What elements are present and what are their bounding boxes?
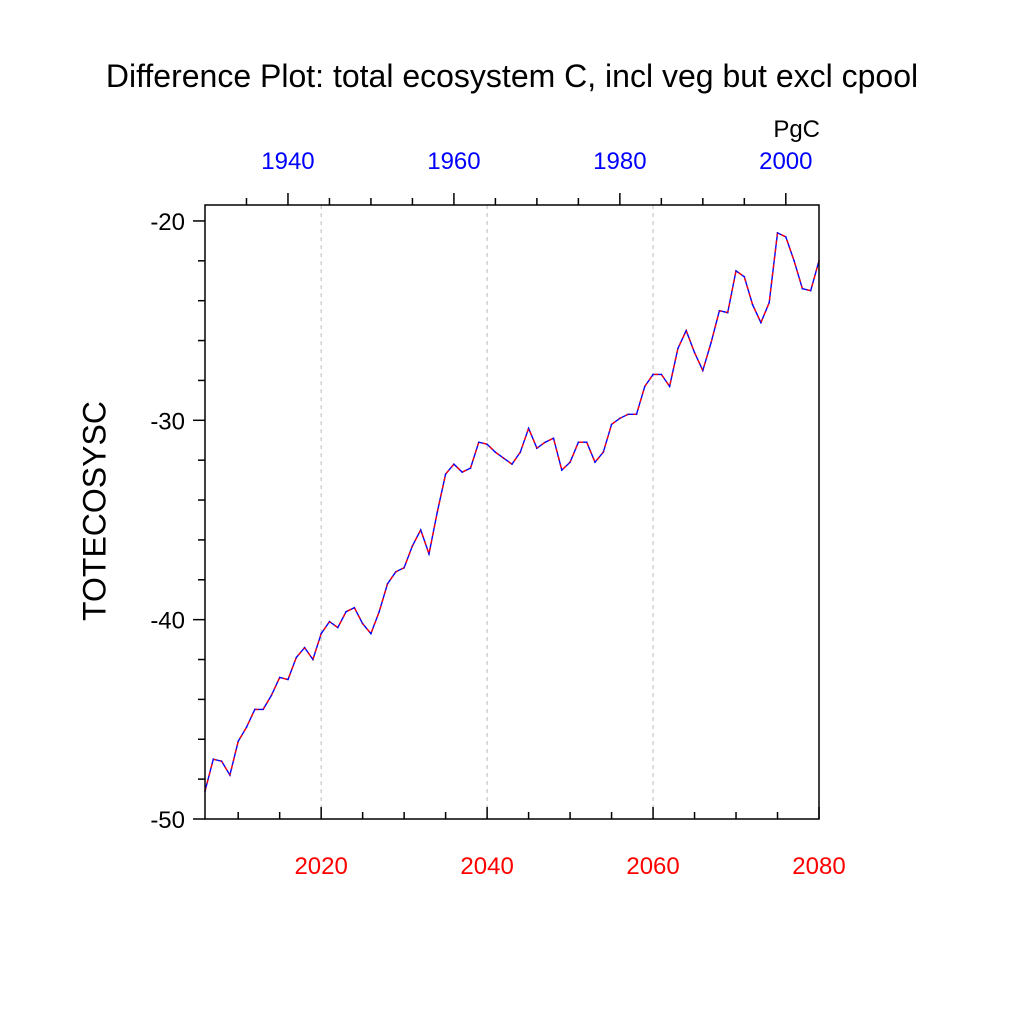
x-top-tick-label: 1980 (593, 148, 646, 175)
data-point (328, 620, 331, 623)
x-bottom-tick-label: 2020 (294, 853, 347, 880)
data-point (494, 451, 497, 453)
data-point (270, 694, 273, 697)
data-point (652, 373, 654, 376)
data-point (710, 341, 712, 344)
data-point (229, 774, 231, 776)
y-tick-label: -40 (150, 608, 185, 635)
data-point (419, 529, 422, 531)
y-tick-label: -50 (150, 807, 185, 834)
data-point (336, 626, 339, 629)
data-point (768, 301, 771, 304)
data-point (287, 678, 289, 681)
data-point (760, 321, 762, 324)
data-point (527, 427, 530, 430)
plot-frame (204, 204, 820, 820)
x-top-tick-label: 1940 (261, 148, 314, 175)
data-point (801, 287, 804, 290)
data-point (511, 463, 513, 465)
data-point (395, 571, 397, 573)
data-point (237, 740, 239, 743)
series-line-difference (204, 231, 820, 792)
data-point (428, 553, 430, 555)
data-point (702, 369, 704, 372)
data-point (312, 658, 314, 661)
data-point (361, 622, 364, 625)
data-point (726, 311, 729, 314)
data-point (751, 303, 754, 306)
data-point (660, 373, 663, 376)
data-point (345, 610, 347, 613)
data-point (685, 329, 688, 332)
gridlines (320, 205, 654, 819)
data-point (278, 676, 281, 679)
data-point (212, 758, 215, 760)
data-point (370, 632, 372, 635)
data-point (262, 708, 264, 711)
data-point (635, 413, 638, 416)
data-point (295, 656, 298, 659)
x-bottom-tick-label: 2040 (460, 853, 513, 880)
data-point (594, 461, 596, 463)
units-label: PgC (773, 116, 820, 143)
data-point (436, 511, 439, 513)
data-point (677, 347, 679, 350)
data-point (668, 385, 671, 388)
data-point (536, 447, 538, 450)
data-point (486, 443, 488, 446)
data-point (353, 606, 356, 609)
x-bottom-tick-label: 2060 (626, 853, 679, 880)
data-point (552, 437, 555, 440)
data-point (453, 463, 455, 465)
y-tick-label: -30 (150, 408, 185, 435)
data-point (469, 467, 472, 469)
data-point (602, 451, 605, 453)
axis-ticks (193, 193, 820, 820)
data-point (320, 632, 322, 635)
data-point (444, 473, 447, 475)
series-line-difference-overlay (204, 231, 820, 792)
data-point (643, 385, 646, 388)
chart-title: Difference Plot: total ecosystem C, incl… (105, 58, 919, 94)
x-top-tick-label: 2000 (759, 148, 812, 175)
series-layer (204, 231, 820, 792)
data-point (619, 417, 621, 420)
data-point (378, 610, 381, 613)
data-point (569, 461, 571, 463)
data-point (478, 441, 480, 444)
data-point (245, 726, 248, 729)
data-point (585, 441, 588, 444)
data-point (809, 289, 812, 292)
data-point (461, 471, 464, 473)
data-point (411, 545, 414, 547)
data-point (718, 309, 721, 312)
data-point (502, 457, 505, 459)
data-point (735, 269, 737, 272)
data-point (743, 275, 746, 278)
data-point (253, 708, 256, 711)
data-point (386, 582, 389, 585)
data-point (403, 567, 405, 569)
data-point (560, 469, 563, 471)
data-point (519, 451, 522, 453)
data-point (610, 423, 613, 426)
data-point (220, 760, 223, 762)
axis-labels: -20 -30 -40 -50 2020 2040 2060 2080 1940 1960 1980… (150, 148, 845, 880)
data-point (544, 441, 546, 444)
x-top-tick-label: 1960 (427, 148, 480, 175)
y-tick-label: -20 (150, 209, 185, 236)
data-point (693, 351, 696, 354)
data-point (776, 232, 779, 234)
data-point (785, 236, 787, 238)
data-point (627, 413, 629, 416)
data-point (793, 260, 795, 262)
data-point (303, 646, 306, 649)
data-point (577, 441, 580, 444)
x-bottom-tick-label: 2080 (792, 853, 845, 880)
